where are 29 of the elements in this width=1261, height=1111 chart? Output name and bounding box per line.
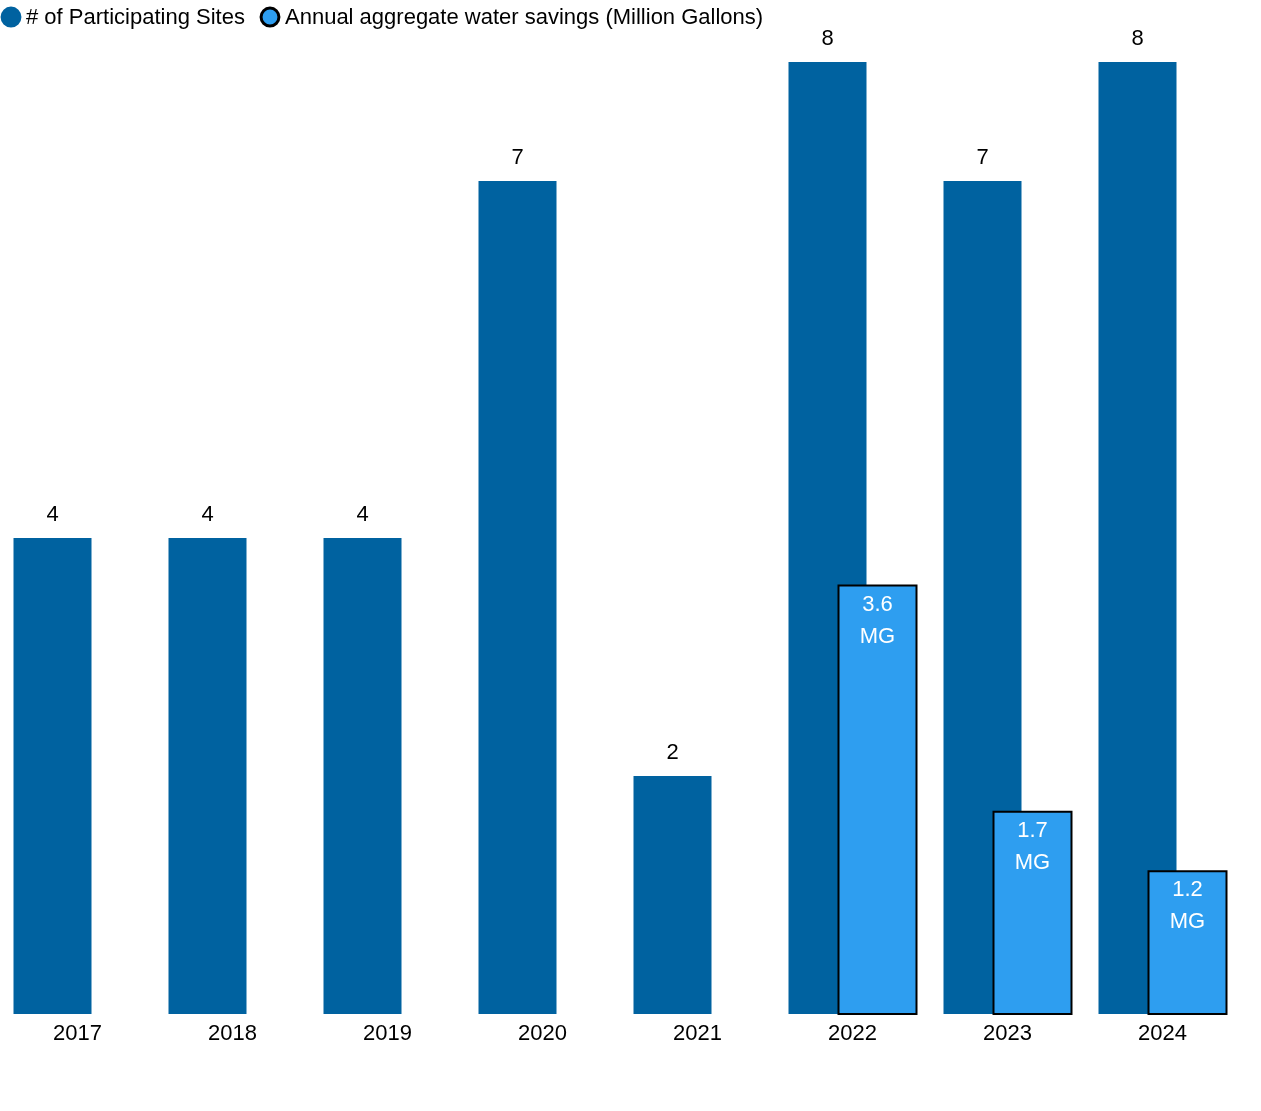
data-label: 1.7 MG	[1014, 816, 1051, 874]
x-tick-label: 2024	[1138, 1019, 1187, 1045]
x-tick-label: 2020	[518, 1019, 567, 1045]
x-tick-label: 2018	[208, 1019, 257, 1045]
bar	[633, 776, 712, 1014]
data-label: 4	[46, 501, 59, 526]
data-label: 7	[511, 144, 524, 169]
data-label: 4	[356, 501, 369, 526]
data-label: 8	[1131, 25, 1144, 50]
data-label: 2	[666, 739, 679, 764]
bar	[478, 181, 557, 1014]
bar	[323, 538, 402, 1014]
bar	[837, 584, 918, 1015]
data-label: 3.6 MG	[859, 590, 896, 648]
data-label: 4	[201, 501, 214, 526]
legend-label: Annual aggregate water savings (Million Gallons)	[285, 4, 764, 30]
bar	[992, 810, 1073, 1015]
bar	[13, 538, 92, 1014]
data-label: 7	[976, 144, 989, 169]
data-label: 8	[821, 25, 834, 50]
data-label: 1.2 MG	[1169, 876, 1206, 934]
x-tick-label: 2022	[828, 1019, 877, 1045]
bar	[1147, 870, 1228, 1015]
legend-label: # of Participating Sites	[26, 4, 245, 30]
x-tick-label: 2017	[53, 1019, 102, 1045]
x-tick-label: 2021	[673, 1019, 722, 1045]
bar	[168, 538, 247, 1014]
x-tick-label: 2023	[983, 1019, 1032, 1045]
x-tick-label: 2019	[363, 1019, 412, 1045]
